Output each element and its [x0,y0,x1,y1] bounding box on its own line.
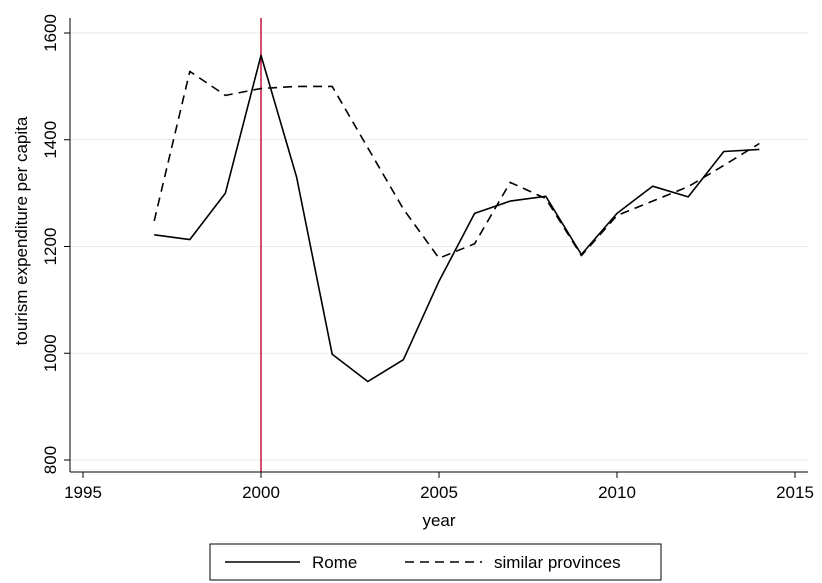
y-axis-title: tourism expenditure per capita [12,116,31,345]
x-tick-label-1995: 1995 [64,483,102,502]
legend-label-rome: Rome [312,553,357,572]
gridlines [70,32,808,461]
series-lines [153,54,760,383]
y-tick-label-800: 800 [41,446,60,474]
y-tick-label-1000: 1000 [41,334,60,372]
series-line-similar-provinces [153,70,760,260]
x-tick-label-2015: 2015 [776,483,814,502]
y-tick-label-1600: 1600 [41,14,60,52]
y-tick-label-1200: 1200 [41,228,60,266]
x-tick-label-2010: 2010 [598,483,636,502]
legend: Rome similar provinces [209,543,662,581]
x-axis-title: year [422,511,455,530]
x-tick-label-2005: 2005 [420,483,458,502]
y-tick-label-1400: 1400 [41,121,60,159]
axes: 800 1000 1200 1400 1600 1995 2000 2005 2010 2015 [41,14,814,502]
series-line-rome [154,54,760,383]
x-tick-label-2000: 2000 [242,483,280,502]
legend-label-similar-provinces: similar provinces [494,553,621,572]
